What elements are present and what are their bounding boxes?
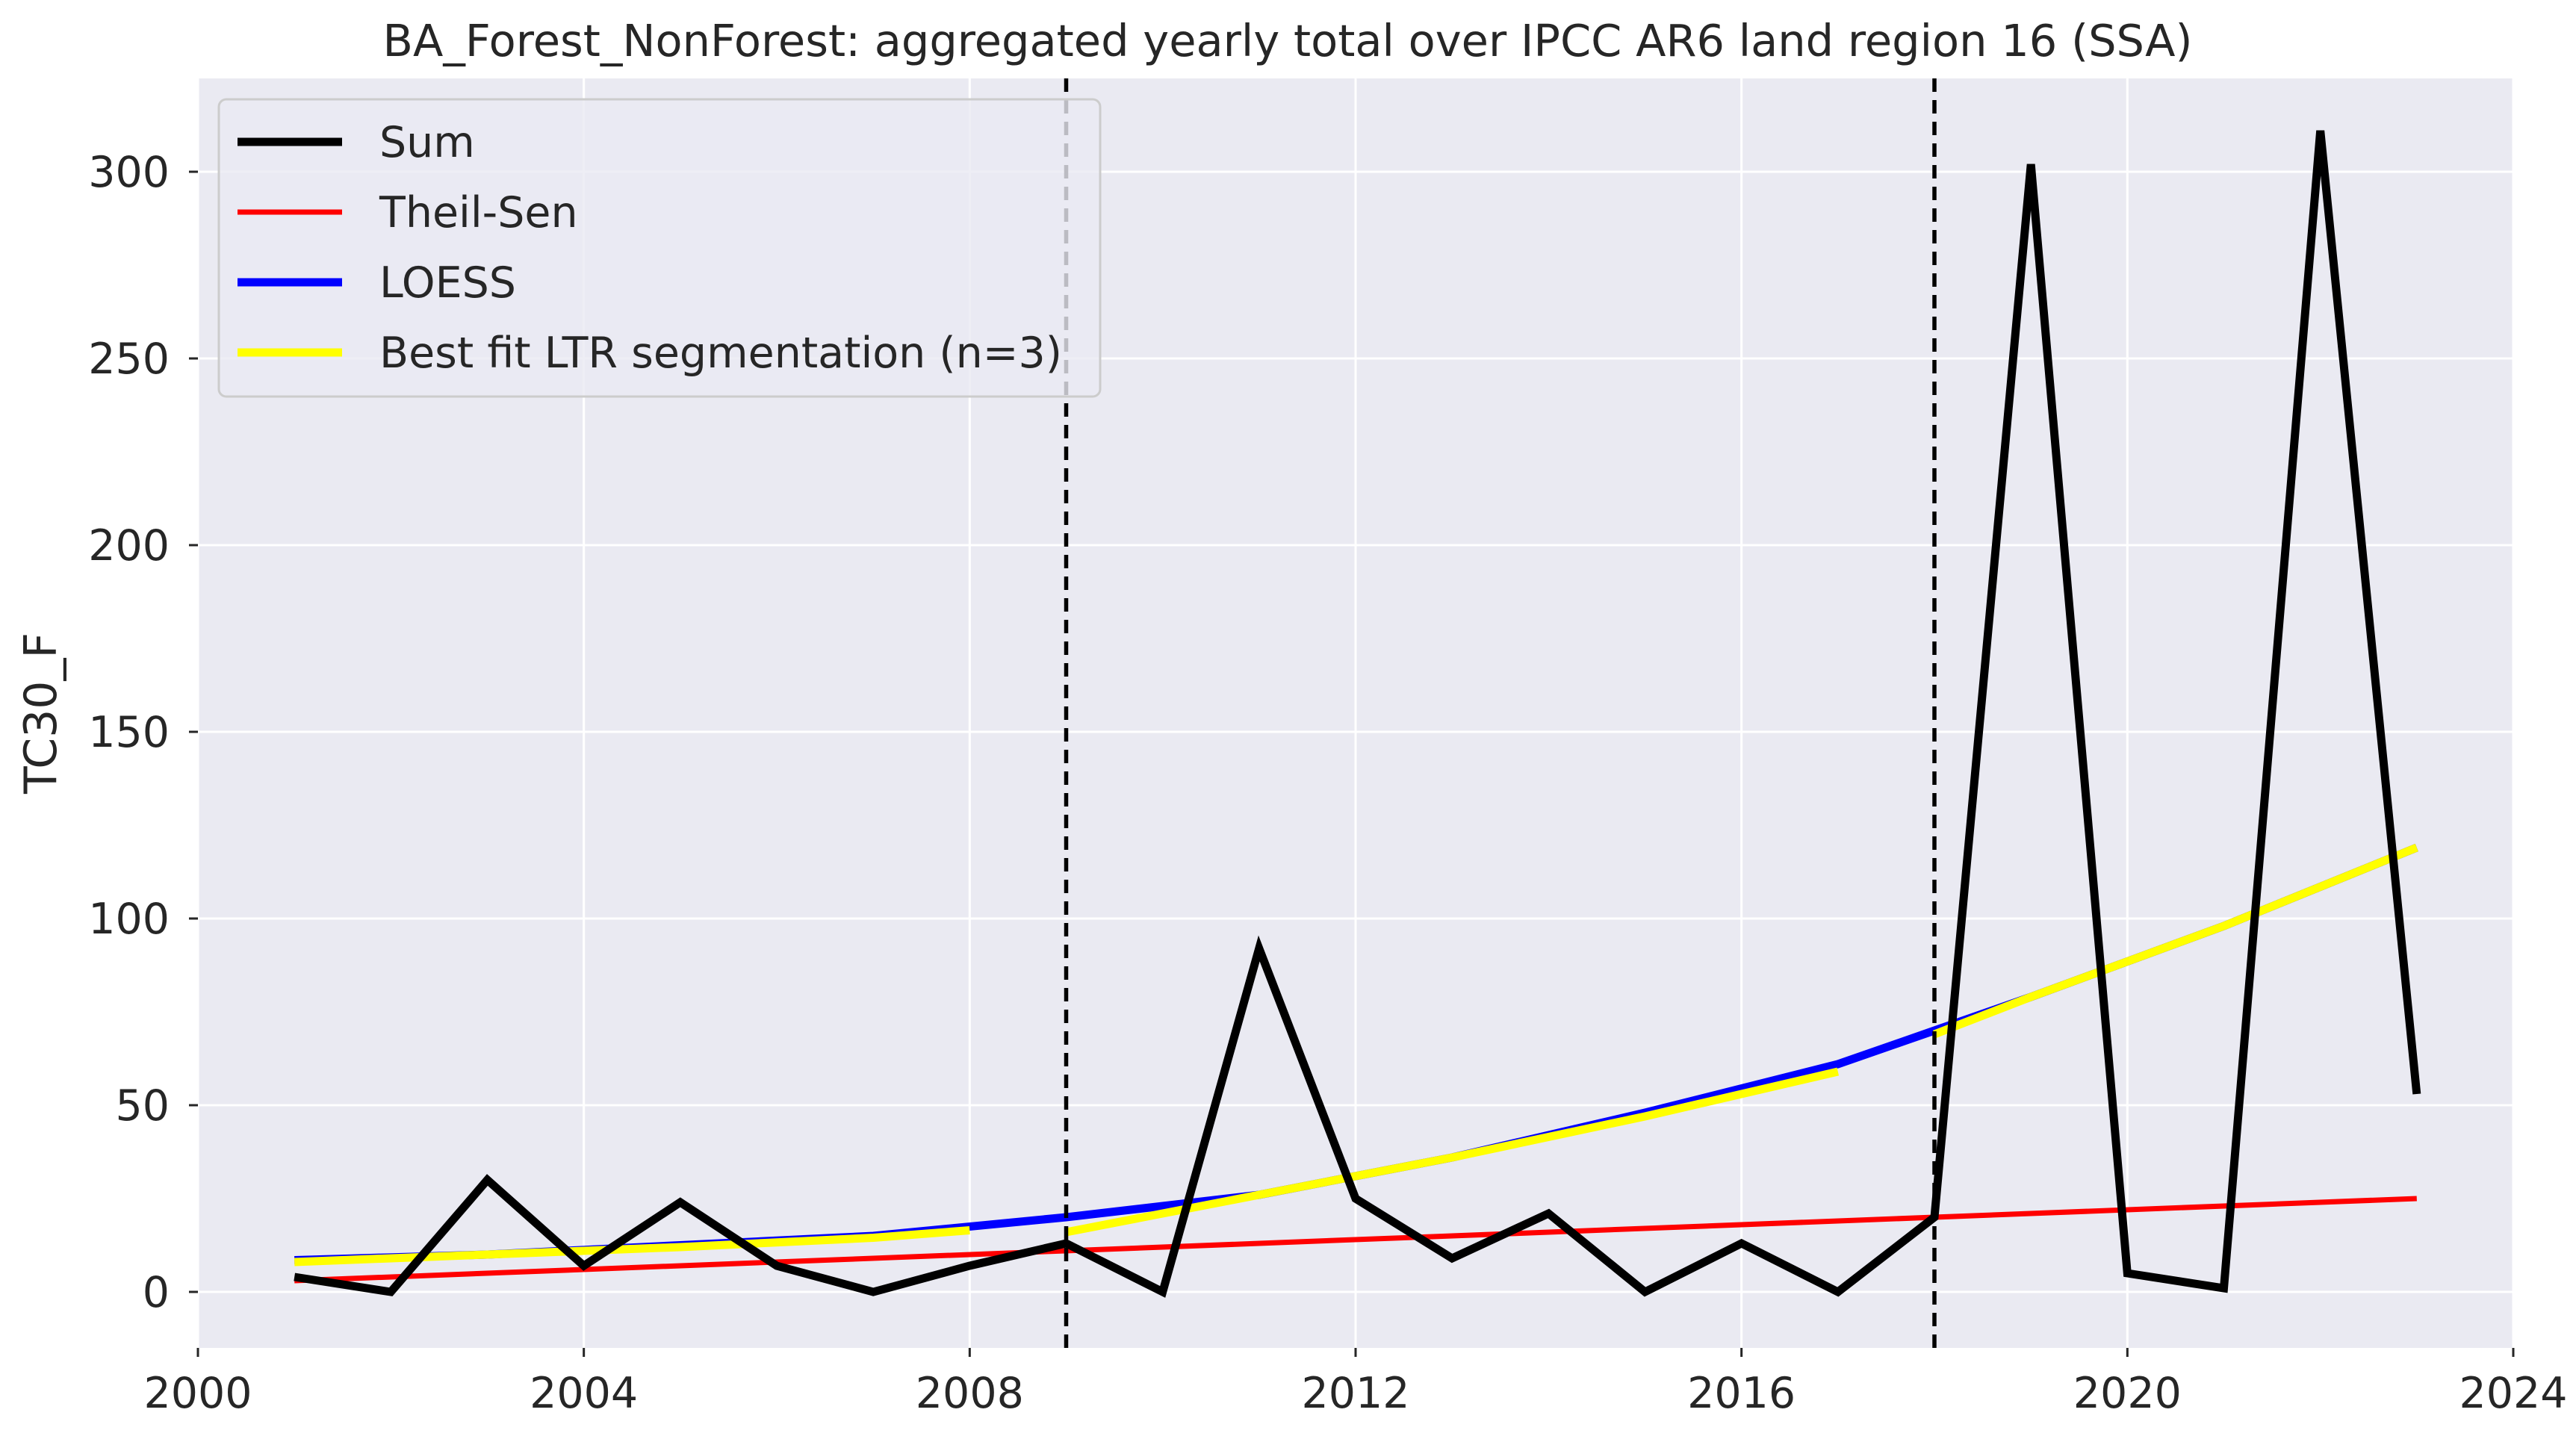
y-tick-label: 300 [88, 148, 170, 197]
y-axis-ticks: 0 50 100 150 200 250 300 [88, 148, 198, 1317]
series-layer [294, 130, 2421, 1298]
sum-line [294, 130, 2421, 1298]
legend-box [217, 98, 1102, 398]
best-fit-ltr-segmentation-n-3-line-segment-3 [1933, 843, 2418, 1039]
legend-label-sum: Sum [379, 118, 475, 167]
y-tick-label: 100 [88, 895, 170, 944]
y-axis-label: TC30_F [15, 633, 67, 795]
x-tick-label: 2008 [916, 1369, 1024, 1418]
legend-label-theil-sen: Theil-Sen [379, 188, 578, 237]
y-tick-label: 0 [143, 1268, 170, 1317]
legend: Sum Theil-Sen LOESS Best fit LTR segmentati… [217, 98, 1102, 398]
y-tick-label: 250 [88, 335, 170, 384]
y-tick-label: 150 [88, 708, 170, 757]
best-fit-ltr-segmentation-n-3-line-segment-2 [1065, 1067, 1840, 1237]
x-tick-label: 2024 [2459, 1369, 2567, 1418]
y-tick-label: 50 [115, 1081, 170, 1131]
y-tick-label: 200 [88, 521, 170, 571]
breakpoint-layer [1064, 78, 1937, 1348]
x-tick-label: 2012 [1301, 1369, 1409, 1418]
x-axis-ticks: 2000 2004 2008 2012 2016 2020 2024 [143, 1348, 2568, 1418]
x-tick-label: 2000 [143, 1369, 252, 1418]
theil-sen-line [294, 1196, 2417, 1284]
legend-label-loess: LOESS [379, 258, 516, 308]
x-tick-label: 2004 [530, 1369, 638, 1418]
chart-title: BA_Forest_NonForest: aggregated yearly t… [383, 15, 2193, 66]
legend-label-best-fit-ltr-segmentation-n-3: Best fit LTR segmentation (n=3) [379, 329, 1062, 378]
x-tick-label: 2020 [2073, 1369, 2182, 1418]
x-tick-label: 2016 [1687, 1369, 1796, 1418]
